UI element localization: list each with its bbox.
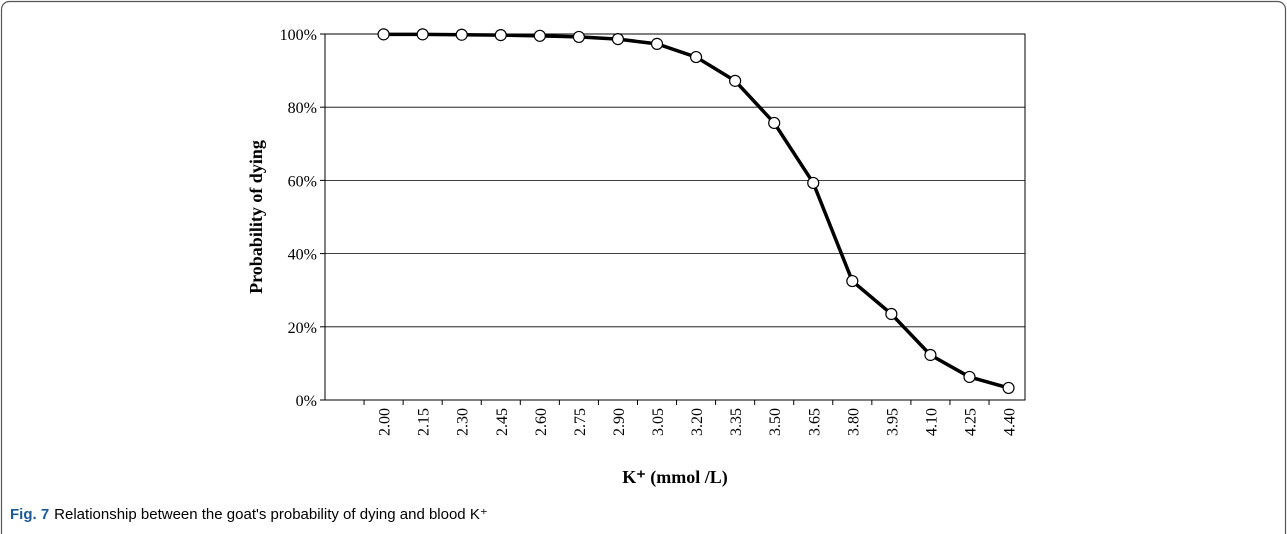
marker <box>1002 381 1015 395</box>
x-tick-label: 3.65 <box>806 408 823 436</box>
x-tick-label: 2.30 <box>455 408 472 436</box>
marker <box>494 28 507 42</box>
x-tick-label: 4.25 <box>962 408 979 436</box>
x-tick-label: 3.20 <box>689 408 706 436</box>
marker <box>572 30 585 44</box>
x-axis-label: K⁺ (mmol /L) <box>622 467 728 488</box>
y-tick-label: 60% <box>288 173 317 190</box>
marker <box>533 29 546 42</box>
x-tick-label: 2.00 <box>377 408 394 436</box>
x-tick-label: 4.40 <box>1002 408 1019 436</box>
x-tick-label: 3.95 <box>884 408 901 436</box>
x-tick-label: 4.10 <box>923 408 940 436</box>
marker <box>650 37 664 50</box>
x-tick-label: 3.05 <box>650 408 667 436</box>
marker <box>807 176 820 190</box>
marker <box>377 28 390 41</box>
y-tick-label: 80% <box>288 100 317 117</box>
y-tick-label: 0% <box>296 393 317 410</box>
y-tick-label: 40% <box>288 247 317 264</box>
marker <box>455 28 468 41</box>
x-tick-label: 2.75 <box>572 408 589 436</box>
x-tick-label: 3.80 <box>845 408 862 436</box>
marker <box>768 116 781 130</box>
marker <box>689 50 703 64</box>
marker <box>611 33 625 46</box>
marker <box>416 28 429 41</box>
marker <box>885 307 898 321</box>
y-axis-label: Probability of dying <box>246 140 266 294</box>
caption: Fig. 7 Relationship between the goat's pr… <box>10 506 488 523</box>
line <box>383 32 1010 390</box>
x-tick-label: 2.90 <box>611 408 628 436</box>
marker <box>963 370 976 384</box>
marker <box>729 74 742 87</box>
x-tick-label: 2.15 <box>416 408 433 436</box>
x-tick-label: 3.50 <box>767 408 784 436</box>
y-tick-label: 20% <box>288 320 317 337</box>
caption-text: Relationship between the goat's probabil… <box>54 506 488 523</box>
y-tick-label: 100% <box>280 27 317 44</box>
caption-label: Fig. 7 <box>10 506 49 523</box>
x-tick-label: 3.35 <box>728 408 745 436</box>
x-tick-label: 2.60 <box>533 408 550 436</box>
marker <box>924 348 937 362</box>
plot-frame <box>324 33 1026 401</box>
marker <box>846 274 859 288</box>
x-tick-label: 2.45 <box>494 408 511 436</box>
plot: 0% 20% 40% 60% 80% 100% 2.00 2.15 2.30 2.45 2.60 2.… <box>280 27 1026 436</box>
